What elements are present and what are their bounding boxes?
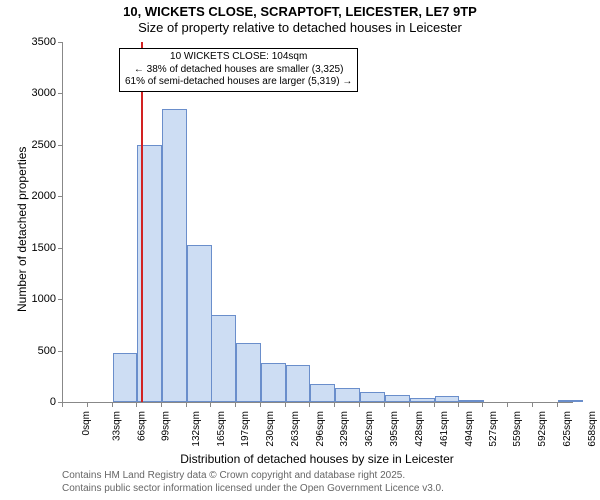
annotation-line-3: 61% of semi-detached houses are larger (… <box>125 76 352 87</box>
histogram-bar <box>385 395 410 402</box>
y-tick-label: 2000 <box>24 190 56 202</box>
histogram-bar <box>113 353 138 402</box>
x-tick-label: 527sqm <box>488 411 499 447</box>
histogram-bar <box>558 400 583 402</box>
x-tick-label: 263sqm <box>290 411 301 447</box>
x-tick-label: 33sqm <box>111 411 122 441</box>
annotation-line-2: ← 38% of detached houses are smaller (3,… <box>134 64 344 75</box>
histogram-bar <box>187 245 212 402</box>
x-tick-label: 559sqm <box>513 411 524 447</box>
y-tick-label: 1000 <box>24 293 56 305</box>
x-tick-label: 494sqm <box>464 411 475 447</box>
y-tick-label: 3500 <box>24 36 56 48</box>
x-tick-label: 66sqm <box>136 411 147 441</box>
x-tick-label: 592sqm <box>537 411 548 447</box>
title-line-2: Size of property relative to detached ho… <box>138 20 462 35</box>
x-tick-label: 428sqm <box>414 411 425 447</box>
property-marker-line <box>141 42 143 402</box>
title-line-1: 10, WICKETS CLOSE, SCRAPTOFT, LEICESTER,… <box>123 4 477 19</box>
x-tick-label: 197sqm <box>240 411 251 447</box>
x-tick-label: 658sqm <box>587 411 598 447</box>
x-tick-label: 99sqm <box>161 411 172 441</box>
x-tick-label: 132sqm <box>191 411 202 447</box>
histogram-bar <box>286 365 311 402</box>
histogram-bar <box>459 400 484 402</box>
histogram-bar <box>435 396 460 402</box>
x-tick-label: 395sqm <box>389 411 400 447</box>
x-tick-label: 625sqm <box>562 411 573 447</box>
y-tick-label: 500 <box>24 345 56 357</box>
histogram-bar <box>236 343 261 402</box>
x-tick-label: 329sqm <box>340 411 351 447</box>
annotation-line-1: 10 WICKETS CLOSE: 104sqm <box>170 51 307 62</box>
histogram-bar <box>360 392 385 402</box>
chart-container: 10, WICKETS CLOSE, SCRAPTOFT, LEICESTER,… <box>0 0 600 500</box>
histogram-bar <box>162 109 187 402</box>
x-tick-label: 0sqm <box>81 411 92 435</box>
footer-line-2: Contains public sector information licen… <box>62 483 444 494</box>
histogram-bar <box>410 398 435 402</box>
x-tick-label: 230sqm <box>265 411 276 447</box>
x-tick-label: 362sqm <box>364 411 375 447</box>
histogram-bar <box>261 363 286 402</box>
y-axis-label: Number of detached properties <box>15 147 29 312</box>
x-tick-label: 165sqm <box>216 411 227 447</box>
x-tick-label: 461sqm <box>439 411 450 447</box>
chart-title: 10, WICKETS CLOSE, SCRAPTOFT, LEICESTER,… <box>0 0 600 37</box>
histogram-bar <box>310 384 335 403</box>
x-axis-label: Distribution of detached houses by size … <box>62 452 572 466</box>
plot-area: 10 WICKETS CLOSE: 104sqm ← 38% of detache… <box>62 42 573 403</box>
footer-attribution: Contains HM Land Registry data © Crown c… <box>62 470 444 495</box>
y-tick-label: 1500 <box>24 242 56 254</box>
y-tick-label: 2500 <box>24 139 56 151</box>
y-tick-label: 0 <box>24 396 56 408</box>
footer-line-1: Contains HM Land Registry data © Crown c… <box>62 470 405 481</box>
x-tick-label: 296sqm <box>315 411 326 447</box>
histogram-bar <box>211 315 236 402</box>
y-tick-label: 3000 <box>24 87 56 99</box>
histogram-bar <box>335 388 360 402</box>
annotation-box: 10 WICKETS CLOSE: 104sqm ← 38% of detache… <box>119 48 358 92</box>
